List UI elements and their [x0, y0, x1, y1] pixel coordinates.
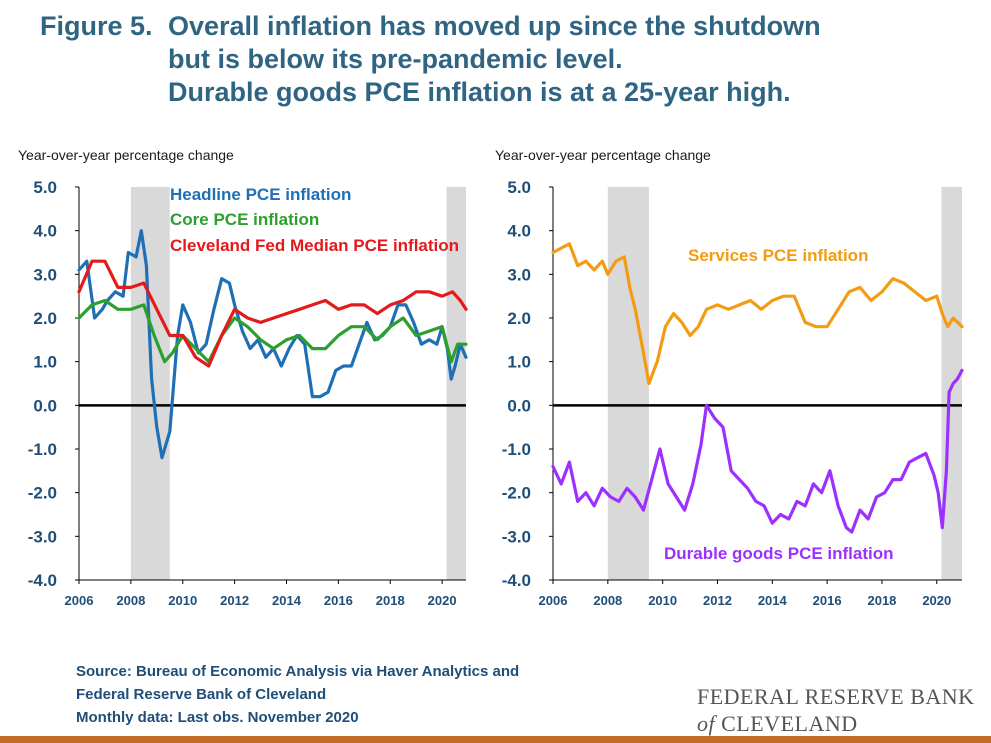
title-line-2: but is below its pre-pandemic level. [168, 44, 623, 74]
x-tick-label: 2020 [922, 593, 951, 608]
y-tick-label: 1.0 [33, 353, 57, 372]
series-label-1: Services PCE inflation [688, 246, 868, 265]
brand-logo: FEDERAL RESERVE BANK of CLEVELAND [697, 683, 975, 737]
series-line-2 [551, 368, 964, 534]
series-line-3 [77, 259, 468, 368]
brand-line-1: FEDERAL RESERVE BANK [697, 684, 975, 709]
series-label-2: Durable goods PCE inflation [664, 544, 894, 563]
series-label-2: Core PCE inflation [170, 210, 319, 229]
y-tick-label: 2.0 [33, 309, 57, 328]
series-label-1: Headline PCE inflation [170, 185, 351, 204]
brand-line-2: of CLEVELAND [697, 710, 975, 737]
y-tick-label: 4.0 [33, 222, 57, 241]
figure-title: Figure 5. Overall inflation has moved up … [40, 10, 960, 109]
x-tick-label: 2018 [376, 593, 405, 608]
brand-cleveland: CLEVELAND [721, 711, 858, 736]
y-tick-label: 2.0 [507, 309, 531, 328]
y-tick-label: 0.0 [33, 396, 57, 415]
x-tick-label: 2012 [703, 593, 732, 608]
title-text-1: Overall inflation has moved up since the… [168, 11, 821, 41]
y-tick-label: -1.0 [502, 440, 531, 459]
y-tick-label: -1.0 [28, 440, 57, 459]
y-tick-label: -2.0 [502, 484, 531, 503]
y-axis-label: Year-over-year percentage change [495, 147, 711, 163]
x-tick-label: 2018 [867, 593, 896, 608]
x-tick-label: 2010 [648, 593, 677, 608]
y-tick-label: 0.0 [507, 396, 531, 415]
x-tick-label: 2016 [324, 593, 353, 608]
x-tick-label: 2010 [168, 593, 197, 608]
source-line-1: Source: Bureau of Economic Analysis via … [76, 663, 520, 680]
series-label-3: Cleveland Fed Median PCE inflation [170, 236, 459, 255]
x-tick-label: 2008 [593, 593, 622, 608]
bottom-rule [0, 736, 991, 743]
x-tick-label: 2016 [813, 593, 842, 608]
figure-number: Figure 5. [40, 11, 153, 41]
y-tick-label: -4.0 [502, 571, 531, 590]
series-line-2 [77, 298, 468, 364]
source-line-2: Federal Reserve Bank of Cleveland [76, 686, 327, 703]
y-tick-label: -3.0 [502, 527, 531, 546]
x-tick-label: 2008 [116, 593, 145, 608]
y-tick-label: -2.0 [28, 484, 57, 503]
y-axis-label: Year-over-year percentage change [18, 147, 234, 163]
x-tick-label: 2014 [272, 593, 302, 608]
x-tick-label: 2006 [539, 593, 568, 608]
left-chart: Year-over-year percentage change 5.0 4.0 3.… [18, 147, 468, 608]
y-tick-label: 3.0 [33, 265, 57, 284]
title-line-1: Figure 5. Overall inflation has moved up … [40, 10, 960, 43]
x-tick-label: 2014 [758, 593, 788, 608]
recession-band [446, 187, 466, 580]
source-note: Source: Bureau of Economic Analysis via … [76, 660, 519, 729]
x-tick-label: 2020 [428, 593, 457, 608]
x-tick-label: 2006 [65, 593, 94, 608]
x-tick-label: 2012 [220, 593, 249, 608]
y-tick-label: -4.0 [28, 571, 57, 590]
source-line-3: Monthly data: Last obs. November 2020 [76, 709, 359, 726]
brand-of: of [697, 711, 716, 736]
recession-band [607, 187, 649, 580]
y-tick-label: 5.0 [33, 178, 57, 197]
y-tick-label: 5.0 [507, 178, 531, 197]
y-tick-label: 3.0 [507, 265, 531, 284]
y-tick-label: 4.0 [507, 222, 531, 241]
series-line-1 [77, 229, 468, 460]
y-tick-label: -3.0 [28, 527, 57, 546]
y-tick-label: 1.0 [507, 353, 531, 372]
right-chart: Year-over-year percentage change 5.0 4.0 3.… [495, 147, 964, 608]
title-line-3: Durable goods PCE inflation is at a 25-y… [168, 77, 791, 107]
series-line-1 [551, 242, 964, 386]
